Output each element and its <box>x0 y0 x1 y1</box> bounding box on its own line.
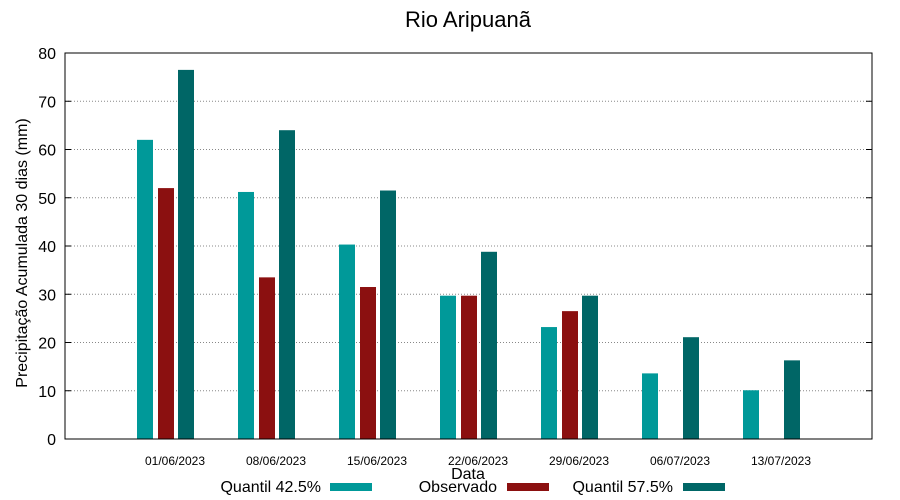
y-tick-label: 60 <box>38 143 56 160</box>
bar-quantil-57-5--0 <box>178 69 194 439</box>
bar-observado-4 <box>562 311 578 439</box>
bar-observado-3 <box>461 295 477 439</box>
bar-quantil-42-5--3 <box>440 295 456 439</box>
bar-observado-2 <box>360 287 376 439</box>
x-tick-label: 13/07/2023 <box>751 454 811 468</box>
bar-quantil-42-5--0 <box>137 139 153 439</box>
x-tick-label: 22/06/2023 <box>448 454 508 468</box>
legend-swatch <box>507 483 549 491</box>
y-axis-ticks: 0 10 20 30 40 50 60 70 80 <box>38 46 872 449</box>
y-axis-label: Precipitação Acumulada 30 dias (mm) <box>14 118 31 387</box>
chart-title: Rio Aripuanã <box>405 7 532 32</box>
bar-quantil-57-5--1 <box>279 130 295 439</box>
x-tick-label: 01/06/2023 <box>145 454 205 468</box>
bar-quantil-57-5--2 <box>380 190 396 439</box>
legend-swatch <box>330 483 372 491</box>
legend-label: Quantil 57.5% <box>572 479 673 496</box>
y-tick-label: 30 <box>38 287 56 304</box>
bar-quantil-42-5--5 <box>642 373 658 439</box>
x-tick-label: 06/07/2023 <box>650 454 710 468</box>
bar-quantil-57-5--5 <box>683 337 699 439</box>
bar-quantil-42-5--1 <box>238 191 254 439</box>
y-tick-label: 0 <box>47 432 56 449</box>
x-axis-ticks: 01/06/2023 08/06/2023 15/06/2023 22/06/2023… <box>145 454 811 468</box>
bar-quantil-42-5--6 <box>743 390 759 439</box>
bar-quantil-42-5--4 <box>541 327 557 439</box>
x-tick-label: 29/06/2023 <box>549 454 609 468</box>
legend-swatch <box>683 483 725 491</box>
bar-quantil-42-5--2 <box>339 244 355 439</box>
y-tick-label: 40 <box>38 239 56 256</box>
bar-quantil-57-5--4 <box>582 295 598 439</box>
bar-observado-1 <box>259 277 275 439</box>
y-tick-label: 10 <box>38 384 56 401</box>
x-tick-label: 08/06/2023 <box>246 454 306 468</box>
bar-quantil-57-5--6 <box>784 360 800 439</box>
y-tick-label: 80 <box>38 46 56 63</box>
bar-quantil-57-5--3 <box>481 251 497 439</box>
y-tick-label: 50 <box>38 191 56 208</box>
x-axis-label: Data <box>451 466 485 483</box>
grid-lines <box>65 100 872 392</box>
bar-observado-0 <box>158 188 174 439</box>
y-tick-label: 20 <box>38 336 56 353</box>
bars <box>137 69 800 439</box>
legend-label: Quantil 42.5% <box>220 479 321 496</box>
legend-label: Observado <box>419 479 497 496</box>
y-tick-label: 70 <box>38 94 56 111</box>
x-tick-label: 15/06/2023 <box>347 454 407 468</box>
legend: Quantil 42.5% Observado Quantil 57.5% <box>220 479 725 496</box>
